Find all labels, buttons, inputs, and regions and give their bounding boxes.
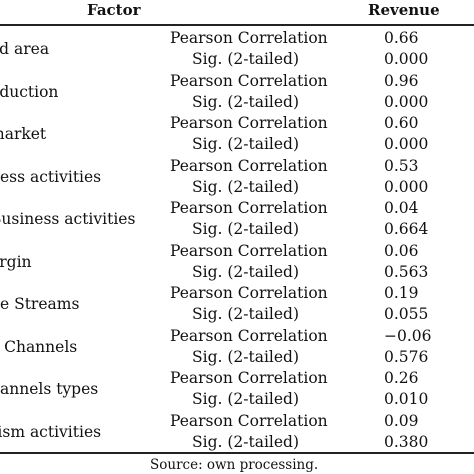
pearson-correlation-value: 0.06 [384,241,419,260]
significance-value: 0.563 [384,262,429,281]
significance-value: 0.380 [384,432,429,451]
factor-label: hannels types [0,380,99,398]
pearson-correlation-value: 0.04 [384,199,419,217]
factor-label: Business activities [0,210,136,228]
factor-label: market [0,125,47,143]
factor-label: ue Streams [0,295,80,313]
significance-label: Sig. (2-tailed) [192,177,300,196]
significance-label: Sig. (2-tailed) [192,135,300,153]
pearson-correlation-value: −0.06 [384,326,432,345]
significance-value: 0.000 [384,92,429,111]
source-note: Source: own processing. [150,457,319,473]
pearson-correlation-label: Pearson Correlation [170,156,328,175]
significance-label: Sig. (2-tailed) [192,305,300,323]
header-factor: Factor [87,1,141,19]
pearson-correlation-label: Pearson Correlation [170,114,328,132]
pearson-correlation-value: 0.26 [384,369,419,387]
pearson-correlation-label: Pearson Correlation [170,71,328,90]
factor-label: oduction [0,82,59,101]
table-body: ed area Pearson Correlation 0.66 Sig. (2… [0,28,474,453]
table-row: ed area Pearson Correlation 0.66 Sig. (2… [0,28,474,71]
factor-label: ed area [0,40,50,58]
significance-label: Sig. (2-tailed) [192,92,300,111]
pearson-correlation-label: Pearson Correlation [170,369,328,387]
pearson-correlation-label: Pearson Correlation [170,29,328,47]
pearson-correlation-value: 0.09 [384,411,419,430]
significance-label: Sig. (2-tailed) [192,432,300,451]
table-row: Business activities Pearson Correlation … [0,198,474,241]
significance-value: 0.055 [384,305,429,323]
significance-value: 0.576 [384,347,429,366]
header-revenue: Revenue [368,1,440,19]
header-rule [0,24,474,26]
table-row: hannels types Pearson Correlation 0.26 S… [0,368,474,411]
pearson-correlation-label: Pearson Correlation [170,411,328,430]
significance-value: 0.664 [384,220,429,238]
significance-value: 0.000 [384,135,429,153]
pearson-correlation-value: 0.66 [384,29,419,47]
factor-label: e Channels [0,337,78,356]
table-header: Factor Revenue [0,0,474,24]
pearson-correlation-value: 0.96 [384,71,419,90]
table-row: ue Streams Pearson Correlation 0.19 Sig.… [0,283,474,326]
pearson-correlation-value: 0.60 [384,114,419,132]
significance-label: Sig. (2-tailed) [192,50,300,68]
significance-label: Sig. (2-tailed) [192,220,300,238]
significance-label: Sig. (2-tailed) [192,262,300,281]
significance-value: 0.000 [384,50,429,68]
significance-value: 0.000 [384,177,429,196]
table-row: argin Pearson Correlation 0.06 Sig. (2-t… [0,241,474,284]
significance-label: Sig. (2-tailed) [192,347,300,366]
table-row: rism activities Pearson Correlation 0.09… [0,411,474,454]
bottom-rule [0,452,474,454]
pearson-correlation-label: Pearson Correlation [170,284,328,302]
table-row: market Pearson Correlation 0.60 Sig. (2-… [0,113,474,156]
pearson-correlation-value: 0.53 [384,156,419,175]
factor-label: rism activities [0,422,102,441]
pearson-correlation-label: Pearson Correlation [170,199,328,217]
table-row: ness activities Pearson Correlation 0.53… [0,156,474,199]
factor-label: argin [0,252,32,271]
significance-value: 0.010 [384,390,429,408]
table-row: e Channels Pearson Correlation −0.06 Sig… [0,326,474,369]
table-row: oduction Pearson Correlation 0.96 Sig. (… [0,71,474,114]
significance-label: Sig. (2-tailed) [192,390,300,408]
pearson-correlation-label: Pearson Correlation [170,241,328,260]
factor-label: ness activities [0,167,102,186]
pearson-correlation-value: 0.19 [384,284,419,302]
pearson-correlation-label: Pearson Correlation [170,326,328,345]
